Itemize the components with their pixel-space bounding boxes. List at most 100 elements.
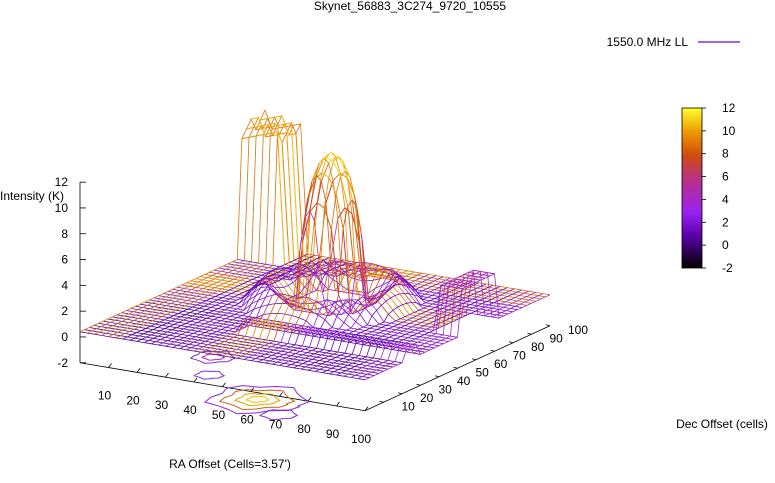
mesh-segment — [260, 118, 268, 121]
mesh-segment — [347, 206, 356, 277]
mesh-line — [108, 122, 294, 337]
mesh-segment — [248, 135, 257, 138]
mesh-line — [279, 280, 465, 366]
mesh-line — [265, 277, 451, 364]
mesh-segment — [241, 136, 250, 140]
contour-line — [259, 409, 299, 421]
mesh-line — [151, 258, 337, 345]
mesh-line — [200, 174, 387, 353]
y-tick-label: 70 — [513, 348, 527, 362]
mesh-segment — [459, 276, 467, 279]
mesh-line — [172, 260, 358, 348]
mesh-segment — [478, 276, 486, 279]
mesh-segment — [323, 207, 332, 230]
mesh-line — [101, 114, 287, 336]
mesh-line — [364, 273, 551, 381]
mesh-line — [307, 284, 494, 371]
mesh-segment — [312, 267, 321, 280]
mesh-segment — [487, 272, 495, 275]
mesh-segment — [440, 284, 448, 287]
mesh-segment — [342, 228, 351, 311]
mesh-segment — [468, 280, 477, 283]
x-tick-label: 90 — [326, 427, 340, 441]
legend: 1550.0 MHz LL — [607, 35, 740, 49]
x-tick-mark — [307, 396, 312, 402]
colorbar-tick-label: 2 — [722, 215, 729, 229]
mesh-segment — [274, 123, 283, 143]
mesh-segment — [274, 115, 282, 118]
contour-line — [233, 392, 281, 407]
mesh-line — [229, 170, 415, 358]
x-tick-label: 50 — [212, 408, 226, 422]
mesh-segment — [333, 161, 342, 177]
mesh-segment — [286, 132, 295, 261]
mesh-line — [165, 260, 351, 347]
x-tick-label: 70 — [269, 417, 283, 431]
y-tick-mark — [453, 366, 458, 369]
mesh-line — [122, 253, 308, 340]
mesh-segment — [323, 151, 332, 159]
mesh-segment — [335, 193, 344, 229]
y-tick-mark — [545, 324, 551, 327]
y-tick-mark — [416, 383, 421, 386]
mesh-segment — [272, 133, 280, 136]
mesh-segment — [311, 162, 320, 181]
y-tick-label: 50 — [476, 365, 490, 379]
mesh-segment — [351, 199, 360, 264]
mesh-segment — [288, 133, 297, 136]
x-tick-mark — [136, 368, 141, 373]
mesh-segment — [265, 135, 273, 138]
x-tick-label: 40 — [183, 403, 197, 417]
mesh-segment — [468, 271, 476, 275]
chart-title: Skynet_56883_3C274_9720_10555 — [314, 0, 507, 13]
colorbar-tick-label: 6 — [722, 170, 729, 184]
mesh-segment — [337, 156, 346, 172]
mesh-segment — [255, 127, 263, 131]
mesh-line — [94, 116, 280, 335]
x-tick-mark — [222, 382, 226, 387]
mesh-line — [250, 272, 437, 361]
x-tick-mark — [364, 406, 369, 411]
surface-mesh — [79, 109, 551, 381]
y-tick-mark — [397, 392, 403, 395]
mesh-line — [293, 282, 479, 369]
z-tick-label: 6 — [61, 253, 68, 267]
mesh-line — [79, 109, 266, 333]
y-tick-label: 80 — [531, 340, 545, 354]
mesh-segment — [309, 175, 318, 211]
z-tick-label: 4 — [61, 278, 68, 292]
mesh-segment — [313, 181, 322, 221]
mesh-segment — [277, 123, 285, 127]
mesh-segment — [475, 273, 483, 276]
z-axis-label: Intensity (K) — [0, 189, 64, 203]
contour-line — [245, 395, 270, 403]
z-tick-label: 0 — [61, 330, 68, 344]
mesh-segment — [309, 202, 318, 212]
y-tick-mark — [434, 375, 440, 378]
mesh-segment — [461, 279, 469, 282]
mesh-segment — [445, 282, 453, 285]
mesh-line — [129, 254, 316, 341]
mesh-segment — [459, 284, 467, 288]
mesh-segment — [356, 207, 365, 296]
x-tick-mark — [165, 372, 169, 378]
x-tick-mark — [250, 387, 255, 392]
y-tick-label: 20 — [420, 391, 434, 405]
x-tick-label: 20 — [126, 393, 140, 407]
x-tick-label: 60 — [240, 413, 254, 427]
colorbar-tick-label: 0 — [722, 238, 729, 252]
x-tick-mark — [279, 392, 283, 397]
x-tick-label: 30 — [155, 398, 169, 412]
x-tick-mark — [108, 363, 112, 368]
mesh-line — [136, 256, 323, 342]
y-tick-mark — [471, 358, 477, 361]
mesh-segment — [257, 117, 266, 138]
mesh-line — [286, 281, 472, 367]
colorbar-gradient — [681, 107, 703, 269]
mesh-segment — [270, 131, 278, 134]
x-tick-mark — [193, 377, 198, 383]
x-tick-mark — [336, 401, 340, 407]
mesh-line — [86, 116, 273, 334]
y-tick-mark — [379, 400, 384, 403]
mesh-segment — [246, 127, 254, 130]
